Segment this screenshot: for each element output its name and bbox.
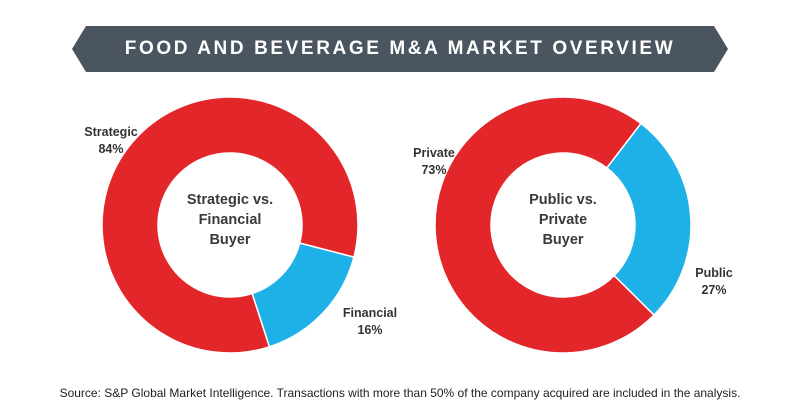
slice-label-private: Private 73% (402, 145, 466, 179)
center-line: Buyer (542, 232, 584, 248)
page-title: FOOD AND BEVERAGE M&A MARKET OVERVIEW (124, 38, 676, 59)
center-line: Buyer (209, 232, 251, 248)
slice-value: 16% (357, 323, 383, 337)
donut-slice-public (605, 122, 692, 317)
center-line: Strategic vs. (186, 192, 274, 208)
donut-center-label: Strategic vs. Financial Buyer (165, 190, 295, 250)
slice-name: Private (413, 146, 455, 160)
strategic-vs-financial-donut: Strategic vs. Financial Buyer (100, 95, 360, 355)
donut-slice-private (434, 96, 656, 354)
slice-label-financial: Financial 16% (330, 305, 410, 339)
center-line: Financial (198, 212, 262, 228)
public-vs-private-donut: Public vs. Private Buyer (433, 95, 693, 355)
title-banner: FOOD AND BEVERAGE M&A MARKET OVERVIEW (72, 26, 728, 72)
slice-value: 27% (701, 283, 727, 297)
banner-shape (72, 26, 728, 72)
donut-svg (101, 96, 359, 354)
donut-svg (434, 96, 692, 354)
slice-value: 73% (421, 163, 447, 177)
donut-slice-strategic (101, 96, 359, 354)
slice-name: Public (695, 266, 733, 280)
slice-name: Financial (342, 306, 398, 320)
donut-center-label: Public vs. Private Buyer (498, 190, 628, 250)
slice-label-strategic: Strategic 84% (72, 124, 150, 158)
center-line: Private (538, 212, 588, 228)
slice-label-public: Public 27% (686, 265, 742, 299)
center-line: Public vs. (529, 192, 597, 208)
slice-name: Strategic (84, 125, 138, 139)
source-note: Source: S&P Global Market Intelligence. … (59, 386, 741, 400)
slice-value: 84% (98, 142, 124, 156)
